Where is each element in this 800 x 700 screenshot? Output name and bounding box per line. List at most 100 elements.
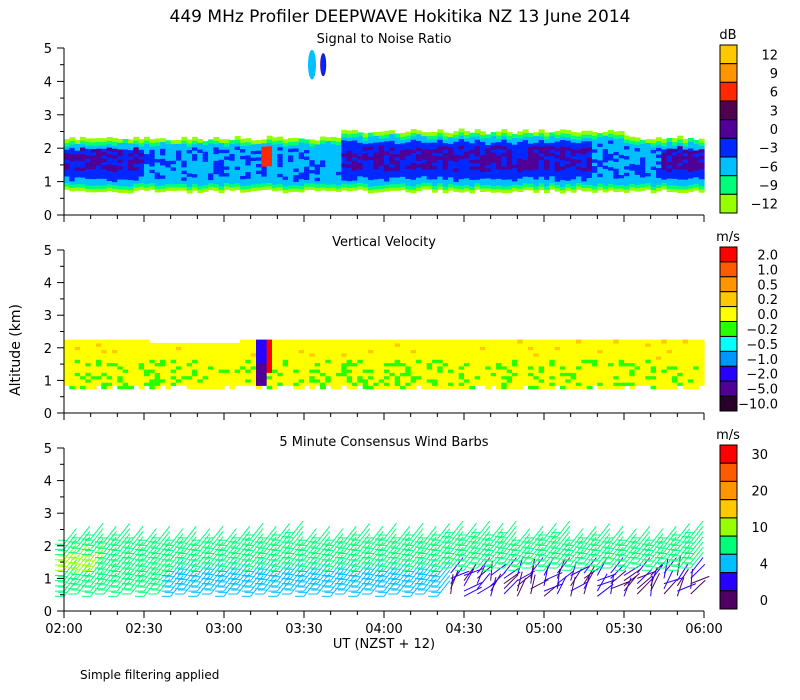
- snr-cell: [117, 148, 124, 153]
- snr-cell: [314, 187, 321, 192]
- snr-cell: [565, 133, 572, 138]
- snr-cell: [565, 176, 572, 181]
- snr-cell: [378, 161, 385, 166]
- vv-cell: [240, 359, 246, 364]
- wind-barb: [76, 525, 91, 543]
- vv-cell: [490, 359, 497, 364]
- snr-cell: [325, 150, 332, 155]
- vv-cell: [469, 382, 476, 386]
- snr-cell: [282, 159, 289, 164]
- vv-cell: [677, 342, 684, 347]
- vv-cell: [384, 355, 390, 360]
- snr-cell: [432, 138, 438, 143]
- vv-cell: [186, 342, 193, 347]
- vv-cell: [528, 352, 534, 357]
- snr-cell: [576, 179, 582, 184]
- vv-cell: [640, 369, 646, 373]
- vv-cell: [154, 362, 161, 367]
- snr-cell: [149, 179, 156, 184]
- vv-cell: [426, 382, 433, 386]
- vv-cell: [352, 362, 358, 367]
- vv-cell: [224, 365, 230, 370]
- vv-cell: [496, 359, 502, 364]
- vv-cell: [421, 369, 428, 373]
- vv-cell: [101, 342, 108, 347]
- snr-cell: [464, 154, 470, 159]
- vv-cell: [576, 365, 582, 370]
- snr-cell: [570, 178, 577, 183]
- vv-cell: [218, 378, 225, 383]
- snr-cell: [368, 176, 374, 181]
- snr-cell: [160, 138, 166, 143]
- vv-cell: [394, 346, 401, 351]
- snr-cell: [288, 161, 294, 166]
- vv-cell: [565, 349, 572, 354]
- snr-cell: [474, 132, 481, 137]
- vv-cell: [442, 339, 449, 344]
- snr-cell: [389, 150, 396, 155]
- vv-cell: [112, 339, 118, 344]
- snr-cell: [266, 149, 273, 153]
- vv-cell: [400, 346, 406, 351]
- vv-cell: [469, 362, 476, 367]
- panel-title: Signal to Noise Ratio: [317, 32, 452, 47]
- vv-cell: [474, 349, 481, 354]
- snr-cell: [405, 181, 412, 186]
- snr-cell: [176, 160, 182, 164]
- snr-cell: [112, 181, 118, 186]
- snr-cell: [240, 185, 246, 190]
- snr-cell: [661, 169, 668, 173]
- snr-cell: [645, 159, 652, 163]
- vv-cell: [352, 378, 358, 383]
- snr-cell: [346, 167, 353, 172]
- snr-cell: [197, 152, 204, 157]
- snr-cell: [304, 182, 310, 187]
- snr-cell: [432, 132, 438, 136]
- vv-cell: [650, 365, 657, 370]
- snr-cell: [442, 159, 449, 164]
- snr-cell: [624, 138, 630, 143]
- snr-cell: [634, 181, 641, 185]
- snr-cell: [170, 183, 177, 188]
- vv-cell: [250, 349, 257, 354]
- vv-cell: [176, 375, 182, 380]
- snr-cell: [677, 165, 684, 170]
- snr-cell: [154, 141, 161, 146]
- vv-cell: [442, 355, 449, 360]
- vv-cell: [320, 369, 326, 373]
- snr-cell: [154, 175, 161, 180]
- snr-cell: [277, 160, 284, 164]
- vv-cell: [645, 339, 652, 344]
- snr-cell: [197, 142, 204, 147]
- vv-cell: [384, 382, 390, 386]
- vv-cell: [661, 362, 668, 367]
- snr-cell: [442, 135, 449, 140]
- vv-cell: [656, 346, 662, 351]
- snr-cell: [698, 188, 705, 193]
- vv-cell: [282, 349, 289, 354]
- vv-cell: [133, 378, 140, 383]
- snr-cell: [64, 139, 70, 144]
- snr-cell: [197, 175, 204, 180]
- vv-cell: [128, 375, 134, 380]
- snr-cell: [282, 182, 289, 187]
- vv-cell: [517, 359, 524, 364]
- colorbar-label: 1.0: [757, 263, 778, 278]
- snr-cell: [192, 160, 198, 165]
- snr-cell: [629, 150, 636, 154]
- snr-cell: [272, 157, 278, 162]
- snr-cell: [661, 145, 668, 150]
- snr-cell: [213, 160, 220, 165]
- snr-cell: [570, 135, 577, 140]
- snr-cell: [618, 184, 625, 189]
- vv-cell: [69, 385, 76, 390]
- snr-cell: [69, 177, 76, 182]
- vv-cell: [570, 382, 577, 386]
- snr-cell: [197, 155, 204, 160]
- vv-cell: [570, 339, 577, 344]
- vv-cell: [688, 352, 694, 357]
- vv-cell: [437, 375, 444, 380]
- vv-cell: [464, 346, 470, 351]
- snr-cell: [373, 185, 380, 190]
- snr-cell: [576, 155, 582, 160]
